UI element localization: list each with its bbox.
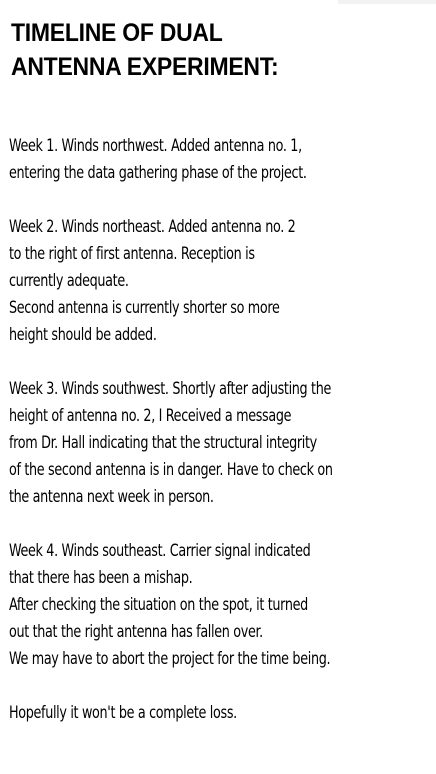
text-line: currently adequate. bbox=[9, 271, 129, 291]
page-title: TIMELINE OF DUAL ANTENNA EXPERIMENT: bbox=[11, 16, 279, 84]
text-line: Week 3. Winds southwest. Shortly after a… bbox=[9, 379, 332, 399]
text-line: out that the right antenna has fallen ov… bbox=[9, 622, 263, 642]
text-line: After checking the situation on the spot… bbox=[9, 595, 308, 615]
closing-note: Hopefully it won't be a complete loss. bbox=[9, 700, 410, 727]
text-line: We may have to abort the project for the… bbox=[9, 649, 331, 669]
text-line: Hopefully it won't be a complete loss. bbox=[9, 703, 237, 723]
text-line: Week 4. Winds southeast. Carrier signal … bbox=[9, 541, 311, 561]
text-line: entering the data gathering phase of the… bbox=[9, 163, 307, 183]
text-line: Second antenna is currently shorter so m… bbox=[9, 298, 280, 318]
week-3-entry: Week 3. Winds southwest. Shortly after a… bbox=[9, 376, 410, 511]
week-1-entry: Week 1. Winds northwest. Added antenna n… bbox=[9, 133, 410, 187]
text-line: Week 2. Winds northeast. Added antenna n… bbox=[9, 217, 296, 237]
text-line: Week 1. Winds northwest. Added antenna n… bbox=[9, 136, 302, 156]
text-line: the antenna next week in person. bbox=[9, 487, 214, 507]
text-line: height of antenna no. 2, I Received a me… bbox=[9, 406, 292, 426]
top-edge-strip bbox=[338, 0, 436, 4]
title-line-1: TIMELINE OF DUAL bbox=[11, 19, 223, 47]
text-line: from Dr. Hall indicating that the struct… bbox=[9, 433, 317, 453]
week-4-entry: Week 4. Winds southeast. Carrier signal … bbox=[9, 538, 410, 673]
timeline-body: Week 1. Winds northwest. Added antenna n… bbox=[9, 133, 410, 727]
week-2-entry: Week 2. Winds northeast. Added antenna n… bbox=[9, 214, 410, 349]
title-line-2: ANTENNA EXPERIMENT: bbox=[11, 53, 279, 81]
text-line: of the second antenna is in danger. Have… bbox=[9, 460, 333, 480]
text-line: to the right of first antenna. Reception… bbox=[9, 244, 255, 264]
text-line: that there has been a mishap. bbox=[9, 568, 193, 588]
text-line: height should be added. bbox=[9, 325, 157, 345]
